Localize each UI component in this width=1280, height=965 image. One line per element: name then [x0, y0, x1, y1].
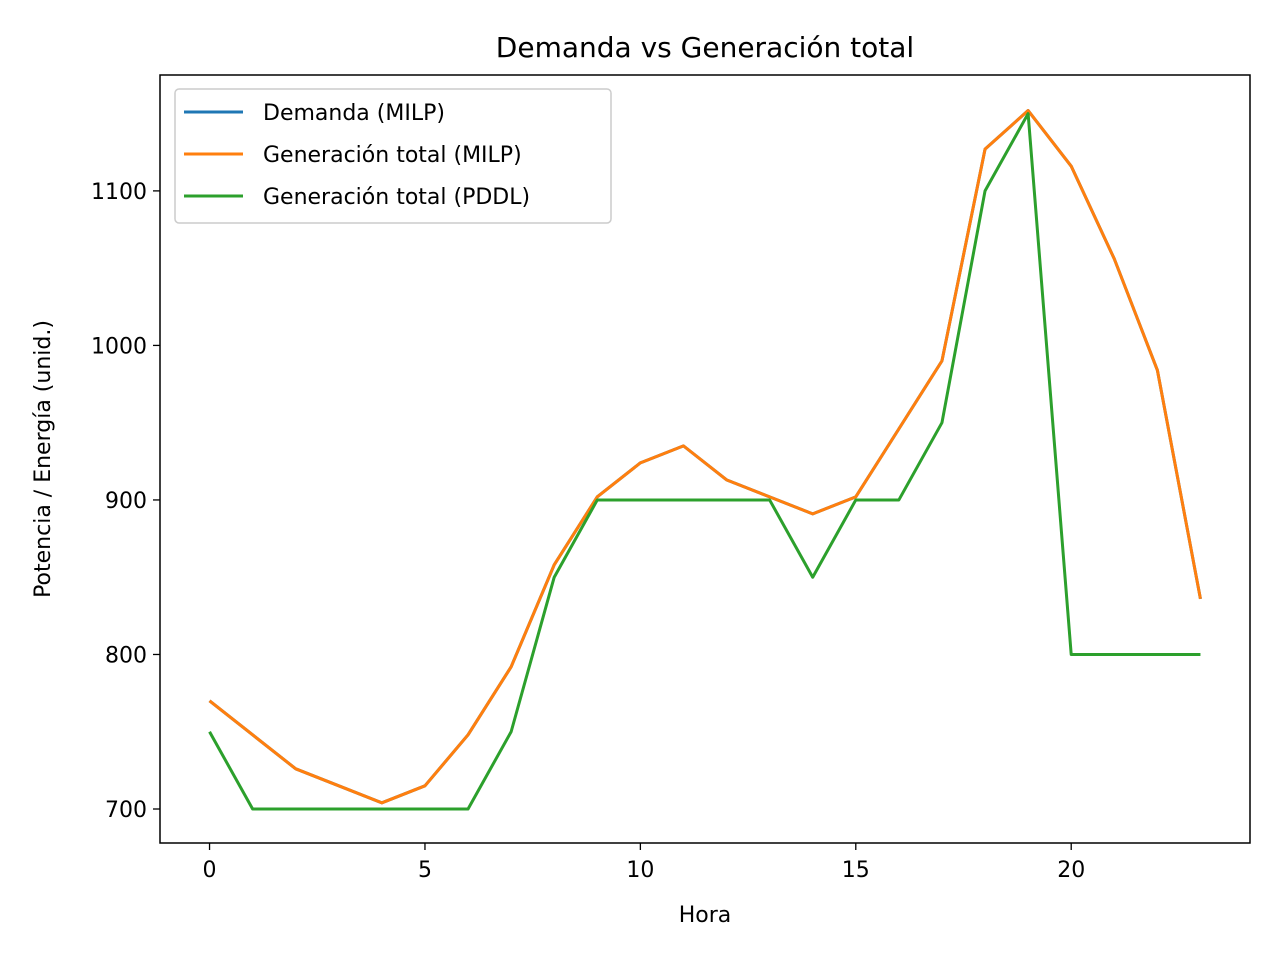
x-tick-label: 0 [203, 858, 217, 883]
series-lines [208, 109, 1202, 811]
chart-title: Demanda vs Generación total [496, 31, 914, 64]
y-tick-label: 800 [105, 643, 147, 668]
x-tick-label: 15 [842, 858, 870, 883]
plot-frame [159, 74, 1251, 844]
legend-label-2: Generación total (MILP) [263, 143, 522, 168]
y-tick-label: 1100 [91, 180, 147, 205]
x-axis-label: Hora [679, 903, 732, 928]
y-tick-label: 700 [105, 798, 147, 823]
y-tick-label: 900 [105, 489, 147, 514]
series-line-2 [208, 109, 1202, 805]
x-tick-label: 5 [418, 858, 432, 883]
legend-box [174, 88, 612, 224]
legend-label-3: Generación total (PDDL) [263, 185, 530, 210]
x-tick-label: 10 [626, 858, 654, 883]
x-tick-label: 20 [1057, 858, 1085, 883]
y-axis-label: Potencia / Energía (unid.) [31, 320, 56, 598]
legend-label-1: Demanda (MILP) [263, 101, 445, 126]
axis-ticks: 0 5 10 15 20 700 800 900 1000 1100 [91, 180, 1085, 883]
y-tick-label: 1000 [91, 334, 147, 359]
series-line-3 [208, 112, 1201, 811]
legend: Demanda (MILP) Generación total (MILP) Gen… [174, 88, 612, 224]
